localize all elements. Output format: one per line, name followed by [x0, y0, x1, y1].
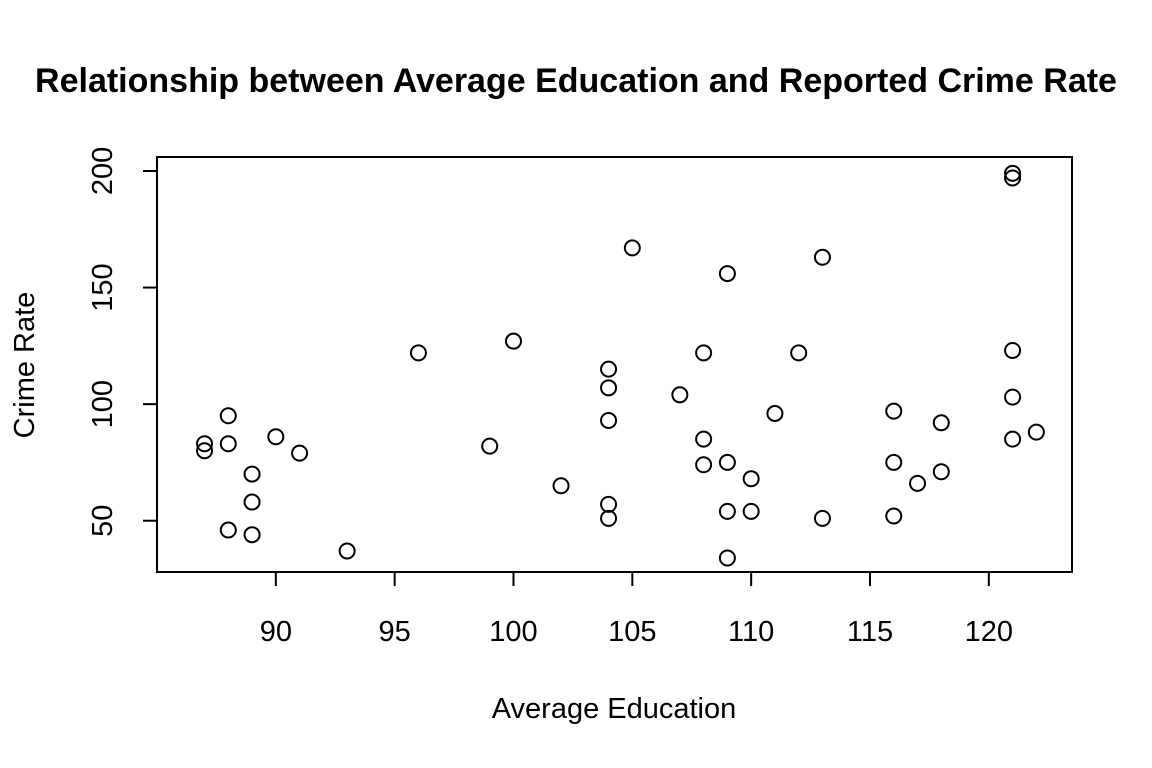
y-axis-label: Crime Rate	[9, 292, 41, 439]
data-point	[671, 386, 689, 404]
data-point	[1004, 169, 1022, 187]
data-point	[552, 477, 570, 495]
data-point	[932, 414, 950, 432]
data-points	[196, 164, 1045, 567]
data-point	[243, 465, 261, 483]
data-point	[623, 239, 641, 257]
data-point	[695, 456, 713, 474]
data-point	[885, 507, 903, 525]
data-point	[267, 428, 285, 446]
data-point	[338, 542, 356, 560]
data-point	[1027, 423, 1045, 441]
data-point	[291, 444, 309, 462]
x-tick-label: 120	[965, 616, 1013, 648]
data-point	[813, 509, 831, 527]
data-point	[600, 509, 618, 527]
x-axis-label: Average Education	[492, 693, 737, 725]
x-tick-label: 115	[847, 616, 893, 648]
data-point	[1004, 164, 1022, 182]
data-point	[1004, 342, 1022, 360]
data-point	[766, 404, 784, 422]
y-tick-label: 50	[87, 505, 119, 537]
data-point	[695, 430, 713, 448]
data-point	[219, 521, 237, 539]
data-point	[718, 453, 736, 471]
x-tick-label: 90	[260, 616, 292, 648]
y-tick-label: 200	[87, 147, 119, 195]
chart-title: Relationship between Average Education a…	[35, 62, 1117, 100]
data-point	[600, 379, 618, 397]
data-point	[243, 526, 261, 544]
x-tick-label: 100	[489, 616, 537, 648]
data-point	[718, 549, 736, 567]
data-point	[718, 265, 736, 283]
data-point	[600, 411, 618, 429]
data-point	[219, 435, 237, 453]
data-point	[600, 495, 618, 513]
x-tick-label: 95	[379, 616, 411, 648]
data-point	[909, 474, 927, 492]
data-point	[742, 470, 760, 488]
data-point	[196, 442, 214, 460]
y-tick-label: 150	[87, 263, 119, 311]
data-point	[1004, 388, 1022, 406]
data-point	[481, 437, 499, 455]
x-axis: 90 95 100 105 110 115 120	[260, 571, 1013, 648]
data-point	[695, 344, 713, 362]
data-point	[742, 502, 760, 520]
data-point	[885, 453, 903, 471]
data-point	[932, 463, 950, 481]
data-point	[196, 435, 214, 453]
data-point	[1004, 430, 1022, 448]
y-tick-label: 100	[87, 380, 119, 428]
data-point	[219, 407, 237, 425]
data-point	[813, 248, 831, 266]
data-point	[600, 360, 618, 378]
x-tick-label: 110	[728, 616, 774, 648]
data-point	[409, 344, 427, 362]
y-axis: 50 100 150 200	[87, 147, 158, 537]
data-point	[243, 493, 261, 511]
data-point	[504, 332, 522, 350]
x-tick-label: 105	[608, 616, 656, 648]
data-point	[718, 502, 736, 520]
data-point	[790, 344, 808, 362]
data-point	[885, 402, 903, 420]
